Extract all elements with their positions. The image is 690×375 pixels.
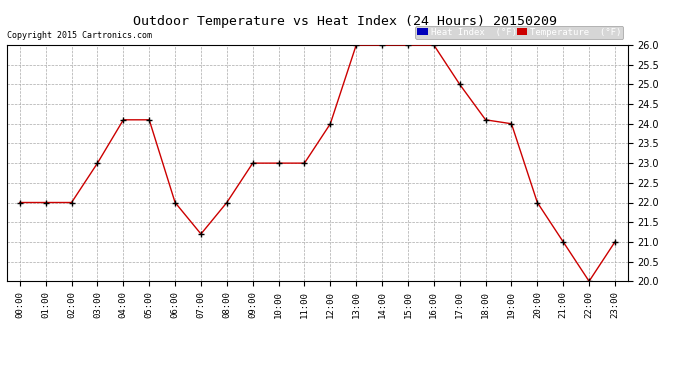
Text: Copyright 2015 Cartronics.com: Copyright 2015 Cartronics.com — [7, 31, 152, 40]
Text: Outdoor Temperature vs Heat Index (24 Hours) 20150209: Outdoor Temperature vs Heat Index (24 Ho… — [133, 15, 557, 28]
Legend: Heat Index  (°F), Temperature  (°F): Heat Index (°F), Temperature (°F) — [415, 26, 623, 39]
